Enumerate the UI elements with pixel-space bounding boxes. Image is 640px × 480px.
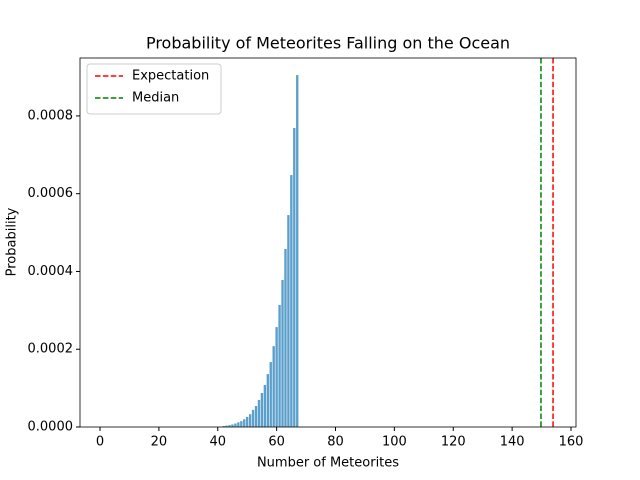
x-tick-label: 80: [327, 435, 344, 450]
x-tick-label: 160: [559, 435, 584, 450]
bar: [284, 248, 287, 427]
legend-label: Median: [132, 91, 179, 106]
y-tick-label: 0.0008: [28, 108, 74, 123]
bar: [278, 304, 281, 427]
bar: [246, 416, 249, 427]
bar: [293, 127, 296, 427]
bar: [281, 280, 284, 427]
bar: [287, 215, 290, 427]
bar: [240, 421, 243, 427]
bar: [243, 419, 246, 427]
bar: [237, 422, 240, 427]
chart-title: Probability of Meteorites Falling on the…: [146, 34, 510, 53]
axes-frame: [79, 57, 577, 428]
x-tick-label: 0: [96, 435, 104, 450]
bar: [275, 327, 278, 427]
bar: [272, 346, 275, 427]
y-tick-label: 0.0002: [28, 342, 74, 357]
bar: [269, 362, 272, 427]
x-tick-label: 140: [500, 435, 525, 450]
x-tick-label: 100: [382, 435, 407, 450]
y-axis-label: Probability: [5, 207, 20, 276]
bar: [263, 385, 267, 427]
bar: [296, 75, 299, 428]
bar: [231, 424, 234, 427]
bar: [222, 426, 225, 427]
bar: [290, 175, 293, 427]
bar: [260, 392, 264, 427]
x-tick-label: 20: [151, 435, 168, 450]
bar: [234, 423, 237, 427]
x-tick-label: 120: [441, 435, 466, 450]
bar: [251, 409, 255, 427]
bar: [257, 399, 261, 427]
y-tick-label: 0.0006: [28, 186, 74, 201]
bar: [266, 374, 269, 427]
legend-label: Expectation: [132, 69, 209, 84]
y-tick-label: 0.0004: [28, 264, 74, 279]
x-tick-label: 60: [268, 435, 285, 450]
bar: [248, 414, 252, 427]
x-tick-label: 40: [209, 435, 226, 450]
y-tick-label: 0.0000: [28, 420, 74, 435]
x-axis-label: Number of Meteorites: [257, 456, 399, 471]
bar: [228, 425, 231, 427]
bar: [225, 425, 228, 427]
bar: [254, 406, 258, 427]
